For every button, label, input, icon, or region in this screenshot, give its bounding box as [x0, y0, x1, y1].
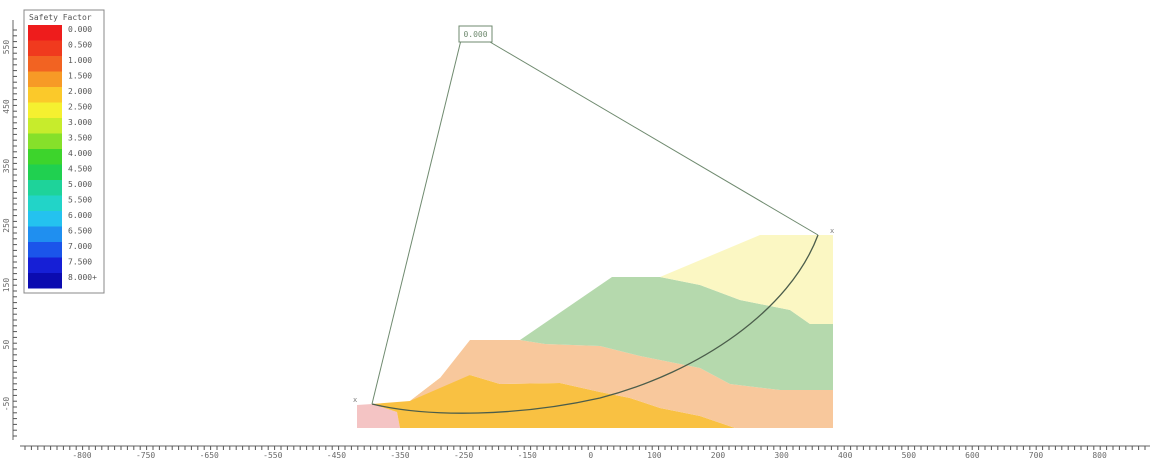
x-tick-label: 800 — [1092, 451, 1107, 460]
legend-label: 6.000 — [68, 211, 92, 220]
slip-circle-arc — [371, 234, 819, 414]
radius-line-right — [489, 41, 819, 236]
legend-label: 8.000+ — [68, 273, 97, 282]
x-tick-label: 400 — [838, 451, 853, 460]
x-tick-label: -350 — [390, 451, 409, 460]
point-marker-right: x — [830, 227, 834, 235]
x-tick-label: 700 — [1029, 451, 1044, 460]
legend-label: 1.000 — [68, 56, 92, 65]
x-tick-label: 200 — [711, 451, 726, 460]
legend-label: 7.000 — [68, 242, 92, 251]
material-yellow-layer — [660, 235, 833, 324]
legend-swatch — [28, 211, 62, 227]
legend-title: Safety Factor — [29, 13, 92, 22]
legend-swatch — [28, 133, 62, 149]
legend-label: 3.000 — [68, 118, 92, 127]
point-marker-left: x — [353, 396, 357, 404]
legend-label: 0.500 — [68, 41, 92, 50]
legend-label: 3.500 — [68, 134, 92, 143]
legend-swatch — [28, 164, 62, 180]
radius-line-left — [371, 35, 463, 405]
legend-label: 1.500 — [68, 72, 92, 81]
legend-label: 4.500 — [68, 165, 92, 174]
y-tick-label: 250 — [2, 218, 11, 233]
legend-label: 5.000 — [68, 180, 92, 189]
legend-swatch — [28, 87, 62, 103]
slip-center-box[interactable] — [458, 25, 493, 43]
y-tick-label: 450 — [2, 99, 11, 114]
legend-label: 7.500 — [68, 258, 92, 267]
y-tick-label: 350 — [2, 159, 11, 174]
legend-swatch — [28, 71, 62, 87]
material-green-layer — [520, 277, 833, 390]
slope-model — [357, 235, 833, 428]
legend-swatch — [28, 242, 62, 258]
x-tick-label: -250 — [454, 451, 473, 460]
legend-label: 5.500 — [68, 196, 92, 205]
legend-swatch — [28, 56, 62, 72]
x-tick-label: 0 — [588, 451, 593, 460]
legend-swatch — [28, 149, 62, 165]
x-tick-label: -750 — [136, 451, 155, 460]
x-tick-label: -800 — [72, 451, 91, 460]
x-tick-label: -450 — [327, 451, 346, 460]
x-tick-label: -150 — [518, 451, 537, 460]
y-tick-label: 550 — [2, 40, 11, 55]
legend-label: 2.500 — [68, 103, 92, 112]
y-tick-label: 50 — [2, 340, 11, 350]
safety-factor-legend: Safety Factor 0.000 0.500 1.000 1.500 2.000 2… — [23, 9, 105, 294]
legend-swatch — [28, 40, 62, 56]
legend-label: 0.000 — [68, 25, 92, 34]
material-peach-layer — [410, 340, 833, 428]
legend-swatch — [28, 102, 62, 118]
x-tick-label: -650 — [200, 451, 219, 460]
legend-swatch — [28, 226, 62, 242]
legend-swatch — [28, 118, 62, 134]
legend-label: 2.000 — [68, 87, 92, 96]
material-pink-base — [357, 404, 400, 428]
legend-swatch — [28, 25, 62, 41]
x-axis: -800 -750 -650 -550 -450 -350 -250 -150 0 100 200 3… — [20, 445, 1150, 460]
legend-label: 6.500 — [68, 227, 92, 236]
y-tick-label: 150 — [2, 278, 11, 293]
slip-surface: 0.000 x x — [353, 25, 834, 414]
legend-label: 4.000 — [68, 149, 92, 158]
x-tick-label: 600 — [965, 451, 980, 460]
legend-swatch — [28, 257, 62, 273]
legend-swatch — [28, 273, 62, 289]
x-tick-label: -550 — [263, 451, 282, 460]
slip-center-label: 0.000 — [463, 30, 487, 39]
x-tick-label: 500 — [902, 451, 917, 460]
x-tick-label: 300 — [774, 451, 789, 460]
x-tick-label: 100 — [647, 451, 662, 460]
y-axis: 550 450 350 250 150 50 -50 — [2, 20, 17, 440]
y-tick-label: -50 — [2, 397, 11, 412]
material-orange-layer — [372, 375, 735, 428]
legend-swatch — [28, 180, 62, 196]
legend-swatch — [28, 195, 62, 211]
